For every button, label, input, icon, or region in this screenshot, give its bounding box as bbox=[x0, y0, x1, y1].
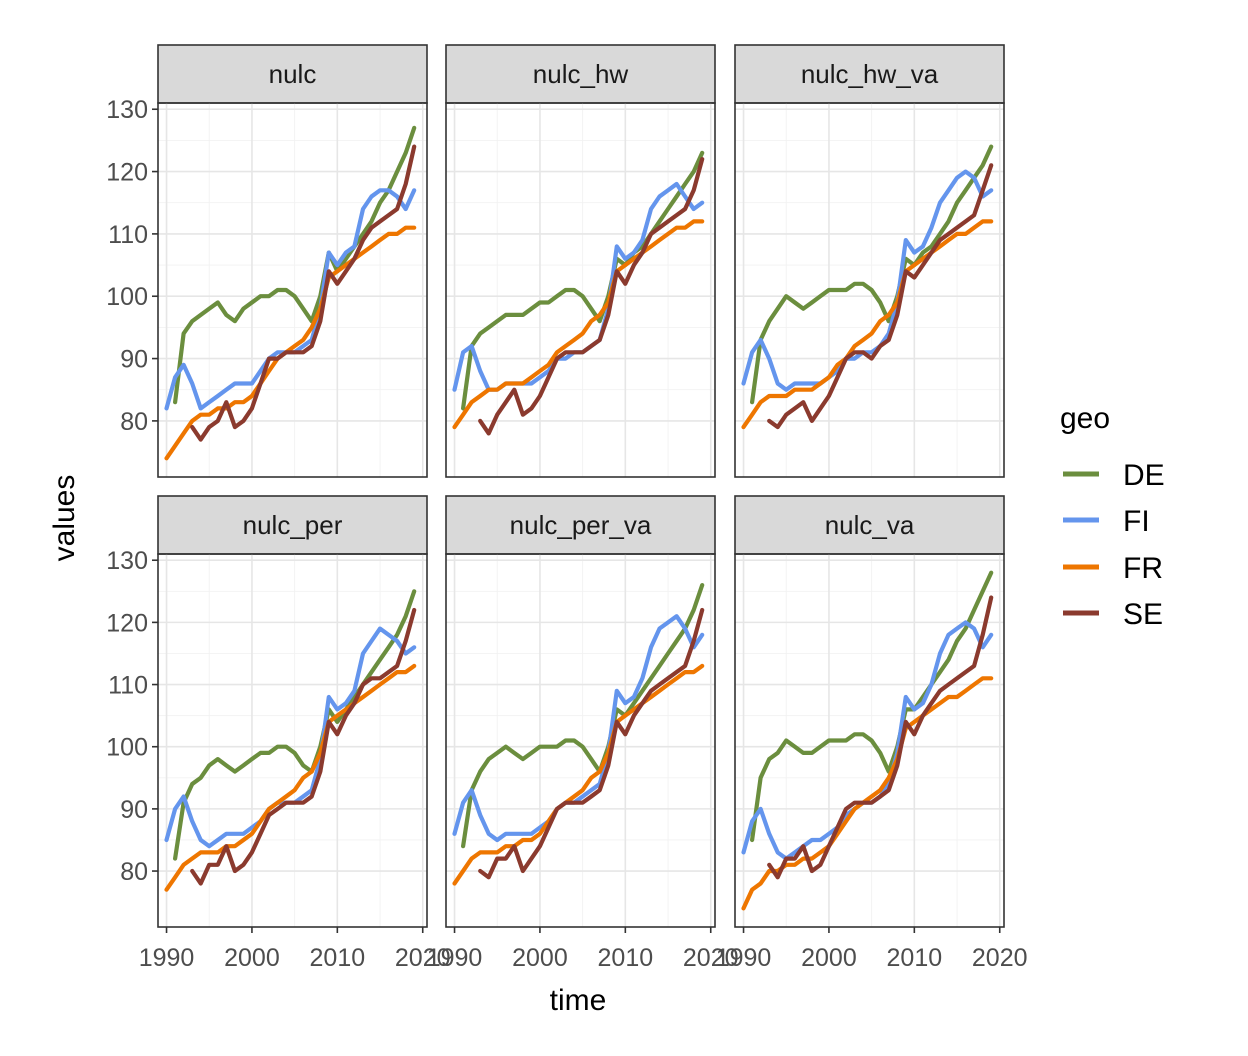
series-line-de bbox=[173, 589, 417, 861]
x-tick-label: 2020 bbox=[683, 944, 739, 972]
series-line-fr bbox=[164, 225, 417, 461]
x-tick-label: 1990 bbox=[139, 944, 195, 972]
y-tick-label: 110 bbox=[108, 221, 148, 249]
series-line-de bbox=[461, 582, 705, 849]
series-line-fr bbox=[452, 219, 705, 430]
gridlines bbox=[446, 554, 715, 927]
series-line-de bbox=[749, 570, 994, 843]
legend-item-se: SE bbox=[1063, 598, 1163, 631]
panel-border bbox=[734, 553, 1005, 928]
series-line-fi bbox=[741, 169, 994, 392]
y-tick-label: 120 bbox=[106, 159, 148, 187]
facet-panel-nulc: nulc 80 90 100 110 120 130 bbox=[106, 44, 428, 478]
panel-border bbox=[445, 102, 716, 478]
facet-panel-nulc-per-va: nulc_per_va 1990 2000 2010 2020 bbox=[427, 495, 739, 972]
series-group bbox=[164, 125, 417, 461]
series-line-de bbox=[461, 150, 705, 411]
y-axis-title: values bbox=[48, 475, 81, 562]
legend-title: geo bbox=[1060, 402, 1110, 435]
x-tick-label: 2020 bbox=[972, 944, 1028, 972]
gridlines bbox=[158, 103, 427, 477]
x-tick-label: 1990 bbox=[716, 944, 772, 972]
x-tick-label: 2000 bbox=[801, 944, 857, 972]
y-tick-label: 130 bbox=[106, 547, 148, 575]
legend-label: SE bbox=[1123, 598, 1163, 631]
series-line-se bbox=[478, 157, 705, 436]
y-tick-label: 80 bbox=[120, 408, 148, 436]
series-group bbox=[741, 144, 994, 430]
x-axis-title: time bbox=[550, 984, 607, 1017]
facet-strip bbox=[734, 44, 1005, 104]
x-tick-label: 2010 bbox=[598, 944, 654, 972]
facet-panel-nulc-per: nulc_per 80 90 100 110 120 130 1990 2000 2010 2020 bbox=[106, 495, 451, 972]
y-tick-label: 130 bbox=[106, 96, 148, 124]
legend-label: DE bbox=[1123, 459, 1165, 492]
panel-border bbox=[734, 102, 1005, 478]
y-tick-label: 100 bbox=[106, 734, 148, 762]
series-group bbox=[452, 582, 705, 886]
legend-label: FI bbox=[1123, 505, 1150, 538]
y-tick-label: 120 bbox=[106, 609, 148, 637]
facet-strip-label: nulc_hw bbox=[533, 59, 629, 89]
facet-strip bbox=[445, 44, 716, 104]
series-group bbox=[164, 589, 417, 892]
gridlines bbox=[446, 103, 715, 477]
facet-strip-label: nulc_hw_va bbox=[801, 59, 939, 89]
series-group bbox=[452, 150, 705, 436]
x-tick-label: 2010 bbox=[310, 944, 366, 972]
series-line-fi bbox=[452, 614, 705, 843]
y-tick-label: 90 bbox=[120, 346, 148, 374]
panel-border bbox=[445, 553, 716, 928]
panel-border bbox=[157, 102, 428, 478]
facet-strip-label: nulc_per bbox=[243, 510, 343, 540]
legend-item-fi: FI bbox=[1063, 505, 1150, 538]
legend-item-fr: FR bbox=[1063, 552, 1163, 585]
facet-strip-label: nulc_va bbox=[825, 510, 915, 540]
x-tick-label: 2000 bbox=[224, 944, 280, 972]
legend-label: FR bbox=[1123, 552, 1163, 585]
facet-panel-nulc-hw-va: nulc_hw_va bbox=[734, 44, 1005, 478]
series-line-fr bbox=[741, 219, 994, 430]
y-tick-label: 90 bbox=[120, 796, 148, 824]
series-line-de bbox=[749, 144, 994, 405]
x-tick-label: 1990 bbox=[427, 944, 483, 972]
y-tick-label: 80 bbox=[120, 858, 148, 886]
facet-strip-label: nulc bbox=[269, 59, 317, 89]
facet-panel-nulc-hw: nulc_hw bbox=[445, 44, 716, 478]
x-tick-label: 2000 bbox=[512, 944, 568, 972]
series-line-fi bbox=[741, 620, 994, 861]
series-line-fr bbox=[164, 663, 417, 892]
series-line-se bbox=[190, 144, 417, 442]
facet-strip bbox=[157, 44, 428, 104]
series-line-se bbox=[767, 163, 994, 430]
series-line-se bbox=[767, 595, 994, 880]
facet-strip bbox=[445, 495, 716, 555]
legend: DE FI FR SE bbox=[1063, 459, 1165, 631]
panel-border bbox=[157, 553, 428, 928]
series-line-se bbox=[190, 607, 417, 886]
y-tick-label: 100 bbox=[106, 283, 148, 311]
series-group bbox=[741, 570, 994, 911]
facet-panel-nulc-va: nulc_va 1990 2000 2010 2020 bbox=[716, 495, 1028, 972]
legend-item-de: DE bbox=[1063, 459, 1165, 492]
series-line-fr bbox=[452, 663, 705, 886]
y-tick-label: 110 bbox=[108, 672, 148, 700]
gridlines bbox=[158, 554, 427, 927]
facet-strip bbox=[157, 495, 428, 555]
facet-strip-label: nulc_per_va bbox=[510, 510, 652, 540]
x-tick-label: 2020 bbox=[395, 944, 451, 972]
x-tick-label: 2010 bbox=[887, 944, 943, 972]
series-line-se bbox=[478, 607, 705, 880]
series-line-de bbox=[173, 125, 417, 405]
